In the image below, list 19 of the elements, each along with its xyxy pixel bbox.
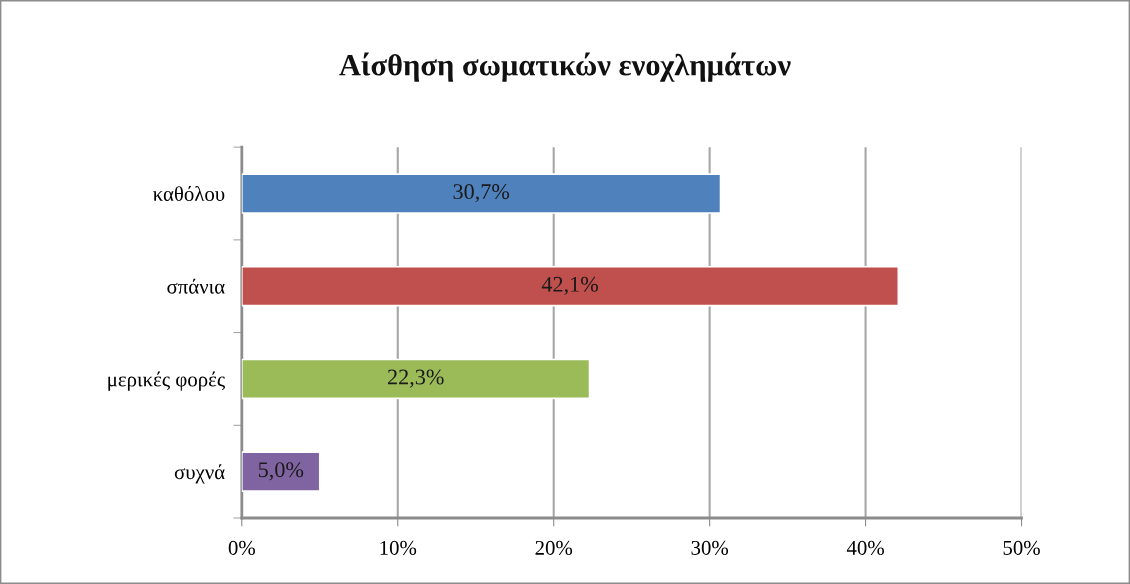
data-label: 5,0% bbox=[258, 462, 304, 481]
y-tick-label: σπάνια bbox=[167, 278, 225, 294]
x-tick-label: 40% bbox=[846, 540, 884, 555]
chart-title: Αίσθηση σωματικών ενοχλημάτων bbox=[339, 52, 791, 82]
y-tick-label: συχνά bbox=[174, 464, 225, 484]
x-tick-label: 30% bbox=[691, 540, 729, 555]
x-tick-label: 20% bbox=[535, 540, 573, 555]
x-tick-label: 0% bbox=[228, 540, 255, 555]
y-tick-label: καθόλου bbox=[153, 186, 225, 201]
y-tick-label: μερικές φορές bbox=[108, 371, 225, 391]
bar bbox=[241, 173, 722, 214]
bar bbox=[241, 358, 591, 400]
x-tick-label: 50% bbox=[1003, 540, 1040, 555]
data-label: 22,3% bbox=[387, 369, 444, 388]
data-label: 30,7% bbox=[453, 184, 510, 203]
data-label: 42,1% bbox=[541, 276, 599, 295]
bar bbox=[241, 451, 321, 492]
x-tick-label: 10% bbox=[380, 540, 417, 555]
bar bbox=[241, 265, 900, 307]
